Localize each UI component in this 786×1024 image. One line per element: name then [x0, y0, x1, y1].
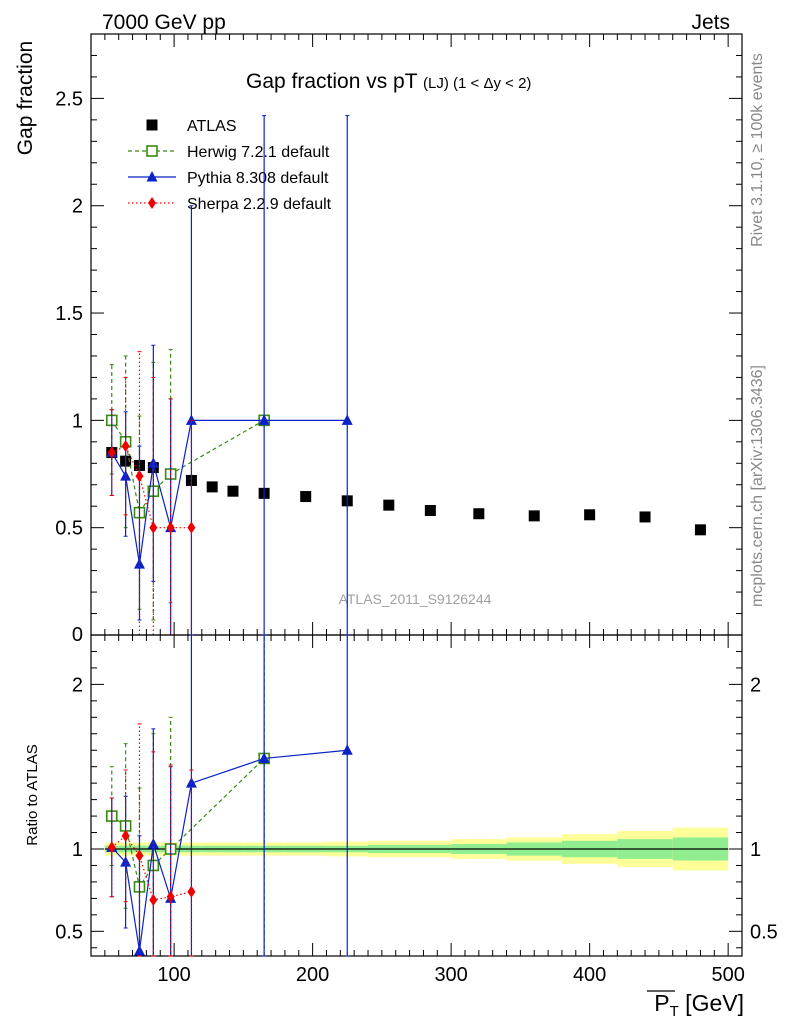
- data-point: [639, 511, 651, 523]
- data-point: [694, 524, 706, 536]
- data-point: [107, 841, 116, 854]
- data-point: [187, 885, 196, 898]
- y-tick-label: 1: [72, 839, 83, 861]
- legend: ATLAS Herwig 7.2.1 default Pythia 8.308 de…: [128, 118, 332, 213]
- data-point: [473, 508, 485, 520]
- data-point: [166, 521, 175, 534]
- y-tick-label-right: 0.5: [750, 921, 778, 943]
- data-point: [341, 744, 353, 755]
- legend-marker: [146, 145, 158, 157]
- analysis-id-watermark: ATLAS_2011_S9126244: [339, 591, 492, 607]
- data-point: [424, 505, 436, 517]
- data-point: [383, 499, 395, 511]
- data-point: [584, 509, 596, 521]
- y-axis-title-upper: Gap fraction: [14, 41, 37, 155]
- x-tick-label: 500: [711, 964, 744, 986]
- data-point: [149, 521, 158, 534]
- data-point: [185, 777, 197, 788]
- data-point: [120, 470, 132, 481]
- data-point: [107, 446, 116, 459]
- x-tick-label: 100: [157, 964, 190, 986]
- series-line: [111, 419, 348, 565]
- series-line: [111, 834, 192, 901]
- ratio-frame: [90, 634, 743, 957]
- data-point: [185, 414, 197, 425]
- legend-label: Sherpa 2.2.9 default: [187, 196, 332, 213]
- data-point: [258, 414, 270, 425]
- legend-marker: [146, 119, 158, 131]
- data-point: [166, 890, 175, 903]
- data-point: [135, 849, 144, 862]
- y-tick-label: 0.5: [55, 518, 83, 540]
- mcplots-label: mcplots.cern.ch [arXiv:1306.3436]: [749, 365, 766, 607]
- rivet-version-label: Rivet 3.1.10, ≥ 100k events: [749, 53, 766, 247]
- data-point: [300, 491, 312, 503]
- y-axis-title-ratio: Ratio to ATLAS: [24, 744, 41, 845]
- legend-label: ATLAS: [187, 118, 237, 135]
- y-tick-label: 2.5: [55, 88, 83, 110]
- series-line: [111, 749, 348, 952]
- legend-marker: [146, 171, 158, 182]
- chart-title: Gap fraction vs pT (LJ) (1 < Δy < 2): [246, 70, 531, 93]
- data-point: [341, 414, 353, 425]
- data-point: [135, 470, 144, 483]
- y-tick-label: 0.5: [55, 921, 83, 943]
- y-tick-label: 1.5: [55, 303, 83, 325]
- y-tick-label: 0: [72, 624, 83, 646]
- y-tick-label-right: 2: [750, 674, 761, 696]
- header-process-label: Jets: [691, 11, 730, 34]
- x-tick-label: 300: [434, 964, 467, 986]
- data-point: [206, 481, 218, 493]
- data-point: [121, 829, 130, 842]
- data-point: [149, 894, 158, 907]
- x-axis-title: PT [GeV]: [654, 990, 744, 1020]
- data-point: [121, 440, 130, 453]
- y-tick-label: 2: [72, 674, 83, 696]
- data-point: [528, 510, 540, 522]
- y-tick-label-right: 1: [750, 839, 761, 861]
- series-line: [111, 758, 265, 889]
- data-point: [187, 521, 196, 534]
- data-point: [258, 752, 270, 763]
- header-energy-label: 7000 GeV pp: [102, 11, 226, 34]
- legend-marker: [148, 197, 156, 209]
- legend-label: Herwig 7.2.1 default: [187, 144, 330, 161]
- gap-fraction-panel: 0.5 1 1.5 2 2.5 0 Gap fraction vs pT (LJ) (1 <…: [55, 33, 743, 646]
- data-point: [133, 558, 145, 569]
- y-tick-label: 2: [72, 196, 83, 218]
- y-tick-label: 1: [72, 410, 83, 432]
- x-tick-label: 400: [573, 964, 606, 986]
- data-point: [227, 485, 239, 497]
- data-point: [133, 945, 145, 956]
- ratio-panel: 0.5 0.5 1 1 2 2 100 200 300 400 500 PT [GeV]: [55, 634, 778, 1020]
- legend-label: Pythia 8.308 default: [187, 170, 329, 187]
- x-tick-label: 200: [296, 964, 329, 986]
